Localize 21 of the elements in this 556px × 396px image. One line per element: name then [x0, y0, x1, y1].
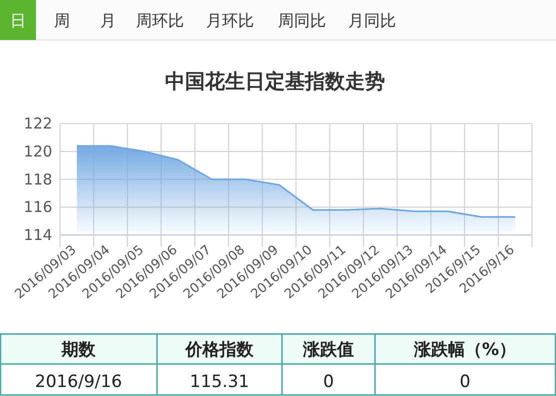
text: 涨跌值 — [302, 340, 354, 360]
text: 涨跌幅（%） — [412, 340, 516, 360]
y-tick-label: 114 — [24, 226, 52, 244]
text: 月 — [100, 11, 116, 30]
text: 周同比 — [278, 11, 326, 30]
text: 2016/9/16 — [34, 372, 122, 392]
text: 周 — [54, 11, 70, 30]
y-tick-label: 120 — [24, 142, 52, 160]
text: 周环比 — [136, 11, 184, 30]
chart-title: 中国花生日定基指数走势 — [165, 69, 385, 93]
text: 期数 — [60, 340, 96, 360]
text: 0 — [460, 372, 470, 392]
text: 日 — [10, 11, 26, 30]
text: 价格指数 — [184, 340, 254, 360]
text: 月环比 — [206, 11, 254, 30]
text: 0 — [323, 372, 334, 392]
y-tick-label: 122 — [24, 114, 52, 133]
y-tick-label: 118 — [24, 170, 52, 188]
y-tick-label: 116 — [24, 198, 52, 216]
text: 月同比 — [348, 11, 396, 30]
text: 115.31 — [190, 372, 250, 392]
